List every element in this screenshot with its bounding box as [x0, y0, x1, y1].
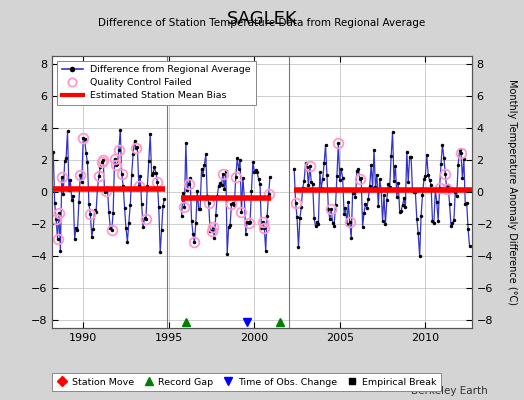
Y-axis label: Monthly Temperature Anomaly Difference (°C): Monthly Temperature Anomaly Difference (…: [507, 79, 517, 305]
Text: Difference of Station Temperature Data from Regional Average: Difference of Station Temperature Data f…: [99, 18, 425, 28]
Legend: Station Move, Record Gap, Time of Obs. Change, Empirical Break: Station Move, Record Gap, Time of Obs. C…: [52, 373, 441, 391]
Text: SAGLEK: SAGLEK: [227, 10, 297, 28]
Text: Berkeley Earth: Berkeley Earth: [411, 386, 487, 396]
Legend: Difference from Regional Average, Quality Control Failed, Estimated Station Mean: Difference from Regional Average, Qualit…: [57, 61, 256, 105]
